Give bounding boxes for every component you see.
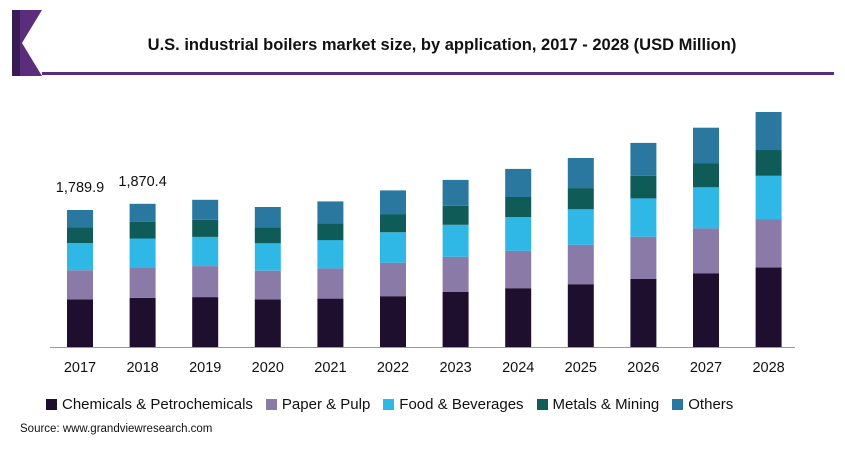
bar-segment-metals-2026 [630, 175, 657, 199]
bar-segment-paper-2018 [129, 267, 156, 298]
bar-segment-chemicals-2022 [380, 296, 406, 347]
bar-segment-paper-2026 [630, 236, 657, 279]
x-tick-label-2028: 2028 [752, 360, 784, 376]
x-tick-label-2017: 2017 [64, 360, 96, 376]
legend-label-chemicals: Chemicals & Petrochemicals [62, 395, 253, 413]
bar-segment-paper-2024 [505, 250, 532, 289]
bar-segment-metals-2019 [192, 219, 219, 237]
bar-segment-metals-2028 [755, 150, 782, 176]
x-tick-label-2022: 2022 [377, 360, 409, 376]
bar-segment-chemicals-2026 [630, 278, 657, 347]
legend-label-paper: Paper & Pulp [281, 395, 371, 413]
bar-segment-chemicals-2024 [505, 288, 532, 347]
x-tick-label-2024: 2024 [502, 360, 534, 376]
bar-segment-food-2019 [192, 236, 219, 266]
legend-swatch-metals [536, 398, 548, 410]
bar-segment-chemicals-2021 [317, 298, 344, 347]
bar-segment-chemicals-2018 [129, 297, 156, 347]
legend-swatch-food [383, 398, 395, 410]
legend-swatch-others [672, 398, 684, 410]
bar-segment-others-2019 [192, 199, 219, 220]
bar-segment-chemicals-2019 [192, 297, 219, 347]
bar-segment-others-2025 [567, 158, 594, 189]
legend-item-food: Food & Beverages [383, 395, 524, 413]
bar-segment-metals-2025 [567, 188, 594, 210]
stacked-bar-chart: 2017 2018 2019 2020 2021 2022 2023 2024 2025 2026… [50, 112, 795, 376]
chart-legend: Chemicals & Petrochemicals Paper & Pulp Fo… [46, 393, 746, 415]
bar-segment-metals-2024 [505, 197, 532, 217]
bar-segment-food-2020 [254, 243, 281, 271]
bar-segment-others-2026 [630, 142, 657, 176]
x-tick-label-2027: 2027 [690, 360, 722, 376]
bar-segment-metals-2023 [442, 206, 469, 225]
bar-segment-chemicals-2027 [693, 273, 719, 347]
bar-segment-food-2021 [317, 240, 344, 269]
bar-segment-paper-2017 [67, 270, 93, 300]
bar-segment-metals-2020 [254, 227, 281, 244]
legend-swatch-paper [265, 398, 277, 410]
bar-segment-food-2022 [380, 232, 406, 263]
bar-segment-metals-2022 [380, 214, 406, 233]
bar-segment-food-2023 [442, 224, 469, 257]
source-note: Source: www.grandviewresearch.com [20, 423, 213, 435]
x-tick-label-2018: 2018 [126, 360, 158, 376]
x-tick-label-2019: 2019 [189, 360, 221, 376]
x-tick-label-2021: 2021 [314, 360, 346, 376]
brand-logo [12, 10, 42, 76]
bar-segment-others-2027 [693, 127, 719, 164]
legend-item-chemicals: Chemicals & Petrochemicals [46, 396, 253, 413]
bar-segment-others-2028 [755, 112, 782, 151]
x-tick-label-2026: 2026 [627, 360, 659, 376]
chart-title: U.S. industrial boilers market size, by … [147, 36, 737, 54]
legend-swatch-chemicals [46, 398, 57, 410]
bar-segment-food-2027 [693, 187, 719, 229]
bar-segment-food-2026 [630, 198, 657, 237]
bar-segment-paper-2027 [693, 228, 719, 274]
legend-label-food: Food & Beverages [399, 395, 524, 413]
bar-segment-paper-2023 [442, 256, 469, 292]
x-tick-label-2020: 2020 [252, 360, 284, 376]
legend-label-others: Others [688, 395, 734, 413]
bar-segment-others-2021 [317, 201, 344, 224]
title-divider [42, 72, 834, 75]
bar-segment-metals-2017 [67, 227, 93, 244]
bar-segment-paper-2028 [755, 219, 782, 268]
bar-segment-others-2020 [254, 207, 281, 228]
data-label-2018: 1,870.4 [118, 174, 166, 190]
bar-segment-chemicals-2028 [755, 267, 782, 347]
bar-segment-others-2022 [380, 190, 406, 215]
bar-segment-food-2018 [129, 238, 156, 268]
bar-segment-chemicals-2017 [67, 299, 93, 347]
legend-item-others: Others [672, 396, 733, 413]
chart-header: U.S. industrial boilers market size, by … [0, 0, 845, 82]
legend-label-metals: Metals & Mining [552, 395, 660, 413]
bar-segment-metals-2027 [693, 163, 719, 188]
bar-segment-metals-2018 [129, 221, 156, 239]
legend-item-paper: Paper & Pulp [265, 395, 371, 413]
bar-segment-food-2024 [505, 217, 532, 251]
bar-segment-food-2025 [567, 209, 594, 245]
bar-segment-paper-2021 [317, 268, 344, 299]
bar-segment-others-2024 [505, 168, 532, 197]
bar-segment-paper-2019 [192, 266, 219, 298]
bar-segment-food-2017 [67, 243, 93, 271]
bar-segment-metals-2021 [317, 223, 344, 241]
bar-segment-others-2023 [442, 179, 469, 206]
data-label-2017: 1,789.9 [56, 180, 104, 196]
bar-segment-others-2017 [67, 210, 93, 228]
bar-segment-chemicals-2020 [254, 299, 281, 347]
bar-segment-chemicals-2025 [567, 284, 594, 347]
x-tick-label-2025: 2025 [565, 360, 597, 376]
bar-segment-chemicals-2023 [442, 292, 469, 347]
bar-segment-paper-2020 [254, 270, 281, 300]
x-tick-label-2023: 2023 [439, 360, 471, 376]
bar-segment-food-2028 [755, 175, 782, 220]
bar-segment-others-2018 [129, 203, 156, 222]
bar-segment-paper-2025 [567, 244, 594, 285]
legend-item-metals: Metals & Mining [536, 395, 660, 413]
bar-segment-paper-2022 [380, 262, 406, 297]
